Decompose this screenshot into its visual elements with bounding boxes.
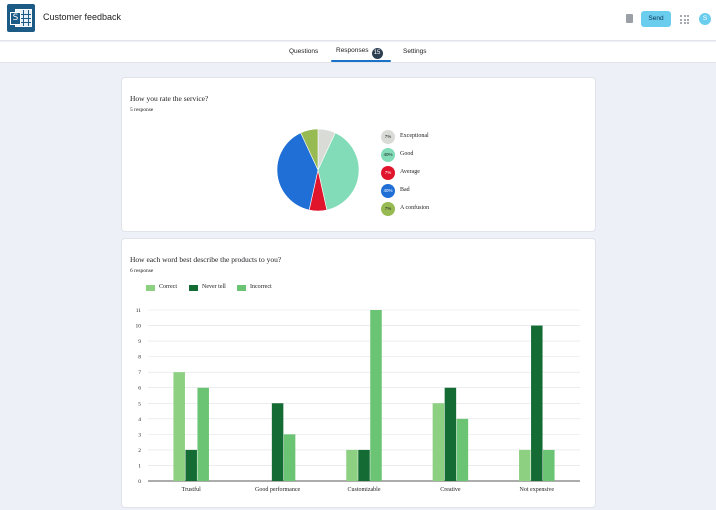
tab-questions-label: Questions (289, 48, 319, 55)
tab-responses[interactable]: Responses 15 (336, 47, 383, 59)
top-bar: S Customer feedback Send S (0, 0, 716, 41)
responses-count-badge: 15 (371, 48, 383, 59)
question-title: How each word best describe the products… (130, 255, 282, 264)
tab-settings-label: Settings (403, 48, 427, 55)
tab-questions[interactable]: Questions (289, 48, 318, 55)
y-tick-label: 8 (138, 355, 141, 361)
x-category-label: Trustful (182, 486, 201, 493)
bar-chart: 0 1 2 3 4 5 6 7 8 9 10 11 Trustful Good performance Cu… (136, 308, 580, 493)
y-tick-label: 5 (138, 401, 141, 407)
send-button[interactable]: Send (641, 11, 671, 27)
pie-legend-label: Good (400, 151, 414, 157)
y-tick-label: 7 (138, 370, 141, 376)
avatar[interactable]: S (699, 13, 711, 25)
pie-legend-percent: 40% (381, 148, 395, 162)
bar-incorrect[interactable] (283, 434, 296, 481)
legend-label: Correct (159, 284, 177, 290)
y-tick-label: 9 (138, 339, 141, 345)
file-icon[interactable] (626, 14, 633, 23)
legend-label: Incorrect (250, 284, 272, 290)
y-tick-label: 3 (138, 432, 141, 438)
bar-never-tell[interactable] (358, 449, 370, 481)
pie-legend-label: Exceptional (400, 133, 429, 139)
y-tick-label: 4 (138, 417, 141, 423)
x-category-label: Customizable (348, 487, 381, 493)
bar-never-tell[interactable] (531, 325, 543, 481)
pie-legend-label: Average (400, 169, 420, 175)
question-card-words: How each word best describe the products… (121, 238, 596, 508)
question-title: How you rate the service? (130, 94, 209, 103)
bar-never-tell[interactable] (444, 387, 457, 481)
y-tick-label: 0 (138, 479, 141, 485)
y-tick-label: 2 (138, 448, 141, 454)
y-tick-label: 6 (138, 386, 141, 392)
legend-swatch (146, 285, 155, 291)
bar-correct[interactable] (346, 449, 358, 481)
pie-slice-bad[interactable] (276, 132, 319, 211)
bar-never-tell[interactable] (185, 449, 197, 481)
pie-slice-good[interactable] (317, 132, 360, 211)
legend-swatch (189, 285, 198, 291)
bar-correct[interactable] (173, 372, 185, 481)
tabs-bar: Questions Responses 15 Settings (0, 42, 716, 63)
x-category-label: Creative (440, 487, 461, 493)
tab-responses-label: Responses (336, 47, 369, 54)
form-title[interactable]: Customer feedback (43, 12, 122, 22)
logo-letter: S (10, 12, 21, 25)
pie-legend-label: A confusion (400, 205, 430, 211)
bar-incorrect[interactable] (197, 387, 209, 481)
y-tick-label: 10 (136, 324, 142, 330)
bar-correct[interactable] (432, 403, 445, 481)
response-count: 5 response (130, 107, 154, 113)
apps-grid-icon[interactable] (680, 15, 689, 24)
legend-label: Never tell (202, 284, 226, 290)
pie-slice-a-confusion[interactable] (300, 128, 319, 171)
x-category-label: Not expensive (520, 487, 555, 493)
pie-legend-percent: 40% (381, 184, 395, 198)
pie-legend-percent: 7% (381, 166, 395, 180)
bar-incorrect[interactable] (370, 310, 382, 481)
legend-swatch (237, 285, 246, 291)
pie-chart (276, 128, 360, 212)
pie-legend-percent: 7% (381, 130, 395, 144)
tab-settings[interactable]: Settings (403, 48, 427, 55)
pie-legend-percent: 7% (381, 202, 395, 216)
bar-incorrect[interactable] (543, 449, 555, 481)
y-tick-label: 1 (138, 463, 141, 469)
x-category-label: Good performance (255, 486, 300, 493)
active-tab-indicator (331, 60, 391, 62)
app-logo-icon[interactable]: S (7, 4, 35, 32)
response-count: 6 response (130, 268, 154, 274)
pie-legend-label: Bad (400, 187, 410, 193)
question-card-rating: How you rate the service? 5 response 7% E… (121, 77, 596, 232)
y-tick-label: 11 (136, 308, 142, 314)
bar-never-tell[interactable] (271, 403, 284, 481)
bar-correct[interactable] (519, 449, 531, 481)
bar-incorrect[interactable] (456, 418, 469, 481)
